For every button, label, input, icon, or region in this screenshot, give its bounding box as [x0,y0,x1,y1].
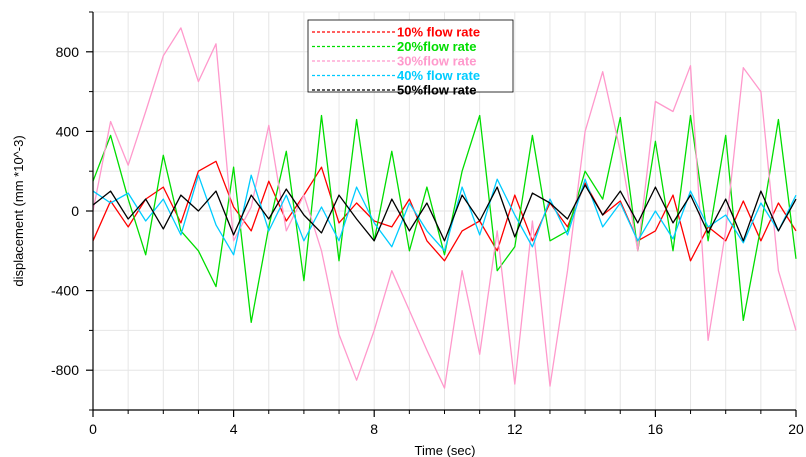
data-series [92,27,797,389]
y-tick-label: 800 [56,44,80,60]
y-tick-label: -400 [51,283,79,299]
series-line-1 [92,160,797,262]
x-tick-label: 4 [230,421,238,437]
x-tick-label: 8 [370,421,378,437]
x-tick-label: 12 [507,421,523,437]
legend-label: 30%flow rate [397,54,476,69]
legend-label: 20%flow rate [397,39,476,54]
x-tick-label: 16 [648,421,664,437]
x-tick-label: 20 [788,421,804,437]
legend-label: 10% flow rate [397,25,480,40]
legend-label: 50%flow rate [397,83,476,98]
series-line-3 [92,27,797,389]
x-tick-label: 0 [89,421,97,437]
x-axis-title: Time (sec) [415,443,476,457]
y-axis-title: displacement (mm *10^-3) [11,135,26,286]
y-tick-label: -800 [51,362,79,378]
tick-labels: 0 4 8 12 16 20 800 400 0 -400 -800 [51,11,804,437]
y-tick-label: 400 [56,123,80,139]
series-line-2 [92,114,797,324]
y-tick-label: 0 [71,203,79,219]
series-line-5 [92,184,797,242]
series-line-4 [92,174,797,256]
legend-label: 40% flow rate [397,68,480,83]
